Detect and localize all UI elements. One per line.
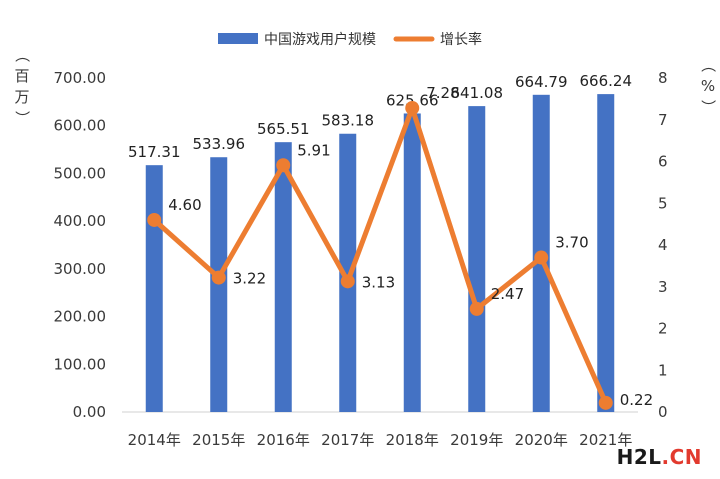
left-tick-label: 500.00 xyxy=(54,164,107,182)
growth-line-path xyxy=(151,105,609,406)
right-tick-label: 4 xyxy=(658,236,668,254)
left-tick-label: 600.00 xyxy=(54,117,107,135)
category-label: 2015年 xyxy=(192,431,245,449)
bar-value-label: 533.96 xyxy=(193,135,246,153)
left-axis-unit-char: （ xyxy=(13,47,31,62)
category-label: 2020年 xyxy=(515,431,568,449)
bar xyxy=(468,106,486,413)
right-tick-label: 7 xyxy=(658,111,668,129)
growth-line: 4.60 3.22 5.91 3.13 7.28 2.47 3.70 0.22 xyxy=(147,84,653,410)
category-label: 2014年 xyxy=(128,431,181,449)
watermark-logo: H2L.CN xyxy=(617,445,702,469)
growth-point xyxy=(598,395,613,410)
bar xyxy=(339,133,357,413)
growth-point xyxy=(534,250,549,265)
right-tick-label: 5 xyxy=(658,194,668,212)
growth-value-label: 0.22 xyxy=(620,391,653,409)
right-tick-label: 8 xyxy=(658,69,668,87)
legend-label-bar: 中国游戏用户规模 xyxy=(264,31,376,48)
right-axis-unit-char: ） xyxy=(699,99,717,114)
left-axis-unit-char: ） xyxy=(13,110,31,125)
right-tick-label: 6 xyxy=(658,153,668,171)
right-tick-label: 1 xyxy=(658,361,668,379)
bar-value-label: 641.08 xyxy=(451,84,504,102)
category-label: 2018年 xyxy=(386,431,439,449)
legend-swatch-bar xyxy=(218,33,258,44)
growth-value-label: 3.22 xyxy=(233,270,266,288)
bar-value-label: 565.51 xyxy=(257,120,310,138)
category-label: 2016年 xyxy=(257,431,310,449)
right-axis-unit: （% ） xyxy=(699,57,717,114)
left-axis-ticks: 0.00 100.00 200.00 300.00 400.00 500.00 600.00… xyxy=(54,69,107,421)
bar xyxy=(145,165,163,412)
bar-value-label: 625.66 xyxy=(386,91,439,109)
bar xyxy=(274,142,292,412)
bar-value-label: 664.79 xyxy=(515,73,568,91)
watermark-text-a: H2L xyxy=(616,445,662,469)
right-tick-label: 3 xyxy=(658,278,668,296)
right-axis-unit-char: （ xyxy=(699,57,717,72)
category-label: 2021年 xyxy=(579,431,632,449)
bar xyxy=(403,113,421,413)
left-axis-unit-char: 万 xyxy=(14,88,29,106)
growth-point xyxy=(405,101,420,116)
growth-value-label: 3.70 xyxy=(555,234,588,252)
bars: 517.31 533.96 565.51 583.18 625.66 641.08 664.… xyxy=(128,72,633,413)
left-tick-label: 700.00 xyxy=(54,69,107,87)
bar-value-label: 666.24 xyxy=(580,72,633,90)
watermark-text-b: .CN xyxy=(661,445,702,469)
bar xyxy=(210,157,228,412)
left-tick-label: 0.00 xyxy=(73,403,106,421)
legend: 中国游戏用户规模 增长率 xyxy=(218,31,482,48)
bar-value-label: 517.31 xyxy=(128,143,181,161)
growth-value-label: 2.47 xyxy=(491,285,524,303)
growth-point xyxy=(340,274,355,289)
growth-value-label: 3.13 xyxy=(362,273,395,291)
legend-label-line: 增长率 xyxy=(440,31,482,48)
growth-point xyxy=(211,270,226,285)
growth-point xyxy=(147,212,162,227)
bar xyxy=(597,94,615,413)
right-axis-unit-char: % xyxy=(701,77,715,95)
growth-point xyxy=(276,158,291,173)
left-axis-unit: （ 百万 ） xyxy=(13,47,31,125)
left-tick-label: 200.00 xyxy=(54,308,107,326)
growth-point xyxy=(469,301,484,316)
category-label: 2019年 xyxy=(450,431,503,449)
left-axis-unit-char: 百 xyxy=(14,67,29,85)
right-tick-label: 2 xyxy=(658,320,668,338)
category-labels: 2014年 2015年 2016年 2017年 2018年 2019年 2020年 2021年 xyxy=(128,431,633,449)
growth-value-label: 7.28 xyxy=(426,84,459,102)
growth-value-label: 5.91 xyxy=(297,141,330,159)
growth-value-label: 4.60 xyxy=(168,196,201,214)
bar-value-label: 583.18 xyxy=(322,112,375,130)
category-label: 2017年 xyxy=(321,431,374,449)
right-tick-label: 0 xyxy=(658,403,668,421)
left-tick-label: 100.00 xyxy=(54,355,107,373)
left-tick-label: 300.00 xyxy=(54,260,107,278)
left-tick-label: 400.00 xyxy=(54,212,107,230)
right-axis-ticks: 0 1 2 3 4 5 6 7 8 xyxy=(658,69,668,421)
